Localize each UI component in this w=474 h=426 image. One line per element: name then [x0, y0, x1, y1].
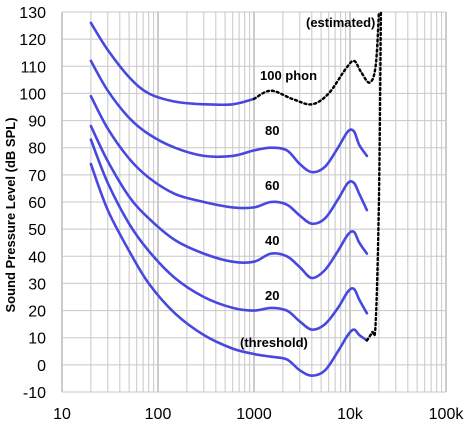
y-tick-label: 50: [28, 222, 46, 239]
label-80-phon: 80: [265, 123, 279, 138]
y-axis-label: Sound Pressure Level (dB SPL): [3, 117, 18, 312]
series-line-estimated: [252, 10, 381, 106]
label-20-phon: 20: [265, 288, 279, 303]
y-tick-label: 0: [37, 358, 46, 375]
x-tick-label: 10: [53, 406, 71, 423]
label-estimated: (estimated): [306, 15, 375, 30]
chart-series: [89, 10, 383, 377]
x-tick-label: 100: [145, 406, 172, 423]
label-threshold: (threshold): [240, 335, 308, 350]
y-tick-label: 90: [28, 114, 46, 131]
y-tick-label: 100: [19, 86, 46, 103]
y-tick-label: 110: [20, 59, 46, 76]
y-tick-label: 40: [28, 249, 46, 266]
series-line-1: [89, 21, 256, 107]
y-tick-label: 130: [19, 5, 46, 22]
label-40-phon: 40: [265, 233, 279, 248]
y-tick-label: 60: [28, 195, 46, 212]
y-tick-label: 30: [28, 276, 46, 293]
y-tick-label: 120: [19, 32, 46, 49]
x-tick-label: 10k: [337, 406, 364, 423]
x-tick-labels: 10 100 1000 10k 100k: [53, 406, 464, 423]
y-tick-label: -10: [23, 385, 46, 402]
y-tick-label: 20: [28, 304, 46, 321]
label-100-phon: 100 phon: [260, 68, 317, 83]
series-line-2: [89, 59, 369, 174]
series-line-5: [89, 138, 369, 331]
y-tick-labels: -10 0 10 20 30 40 50 60 70 80 90 100 110 120 130: [19, 5, 46, 402]
y-tick-label: 80: [28, 141, 46, 158]
label-60-phon: 60: [265, 178, 279, 193]
y-tick-label: 10: [28, 331, 46, 348]
series-line-6: [89, 162, 369, 377]
x-tick-label: 100k: [429, 406, 465, 423]
series-line-3: [89, 94, 369, 226]
y-tick-label: 70: [28, 168, 46, 185]
threshold-dotted-tail: [365, 10, 383, 342]
x-tick-label: 1000: [236, 406, 272, 423]
series-line-4: [89, 124, 369, 280]
